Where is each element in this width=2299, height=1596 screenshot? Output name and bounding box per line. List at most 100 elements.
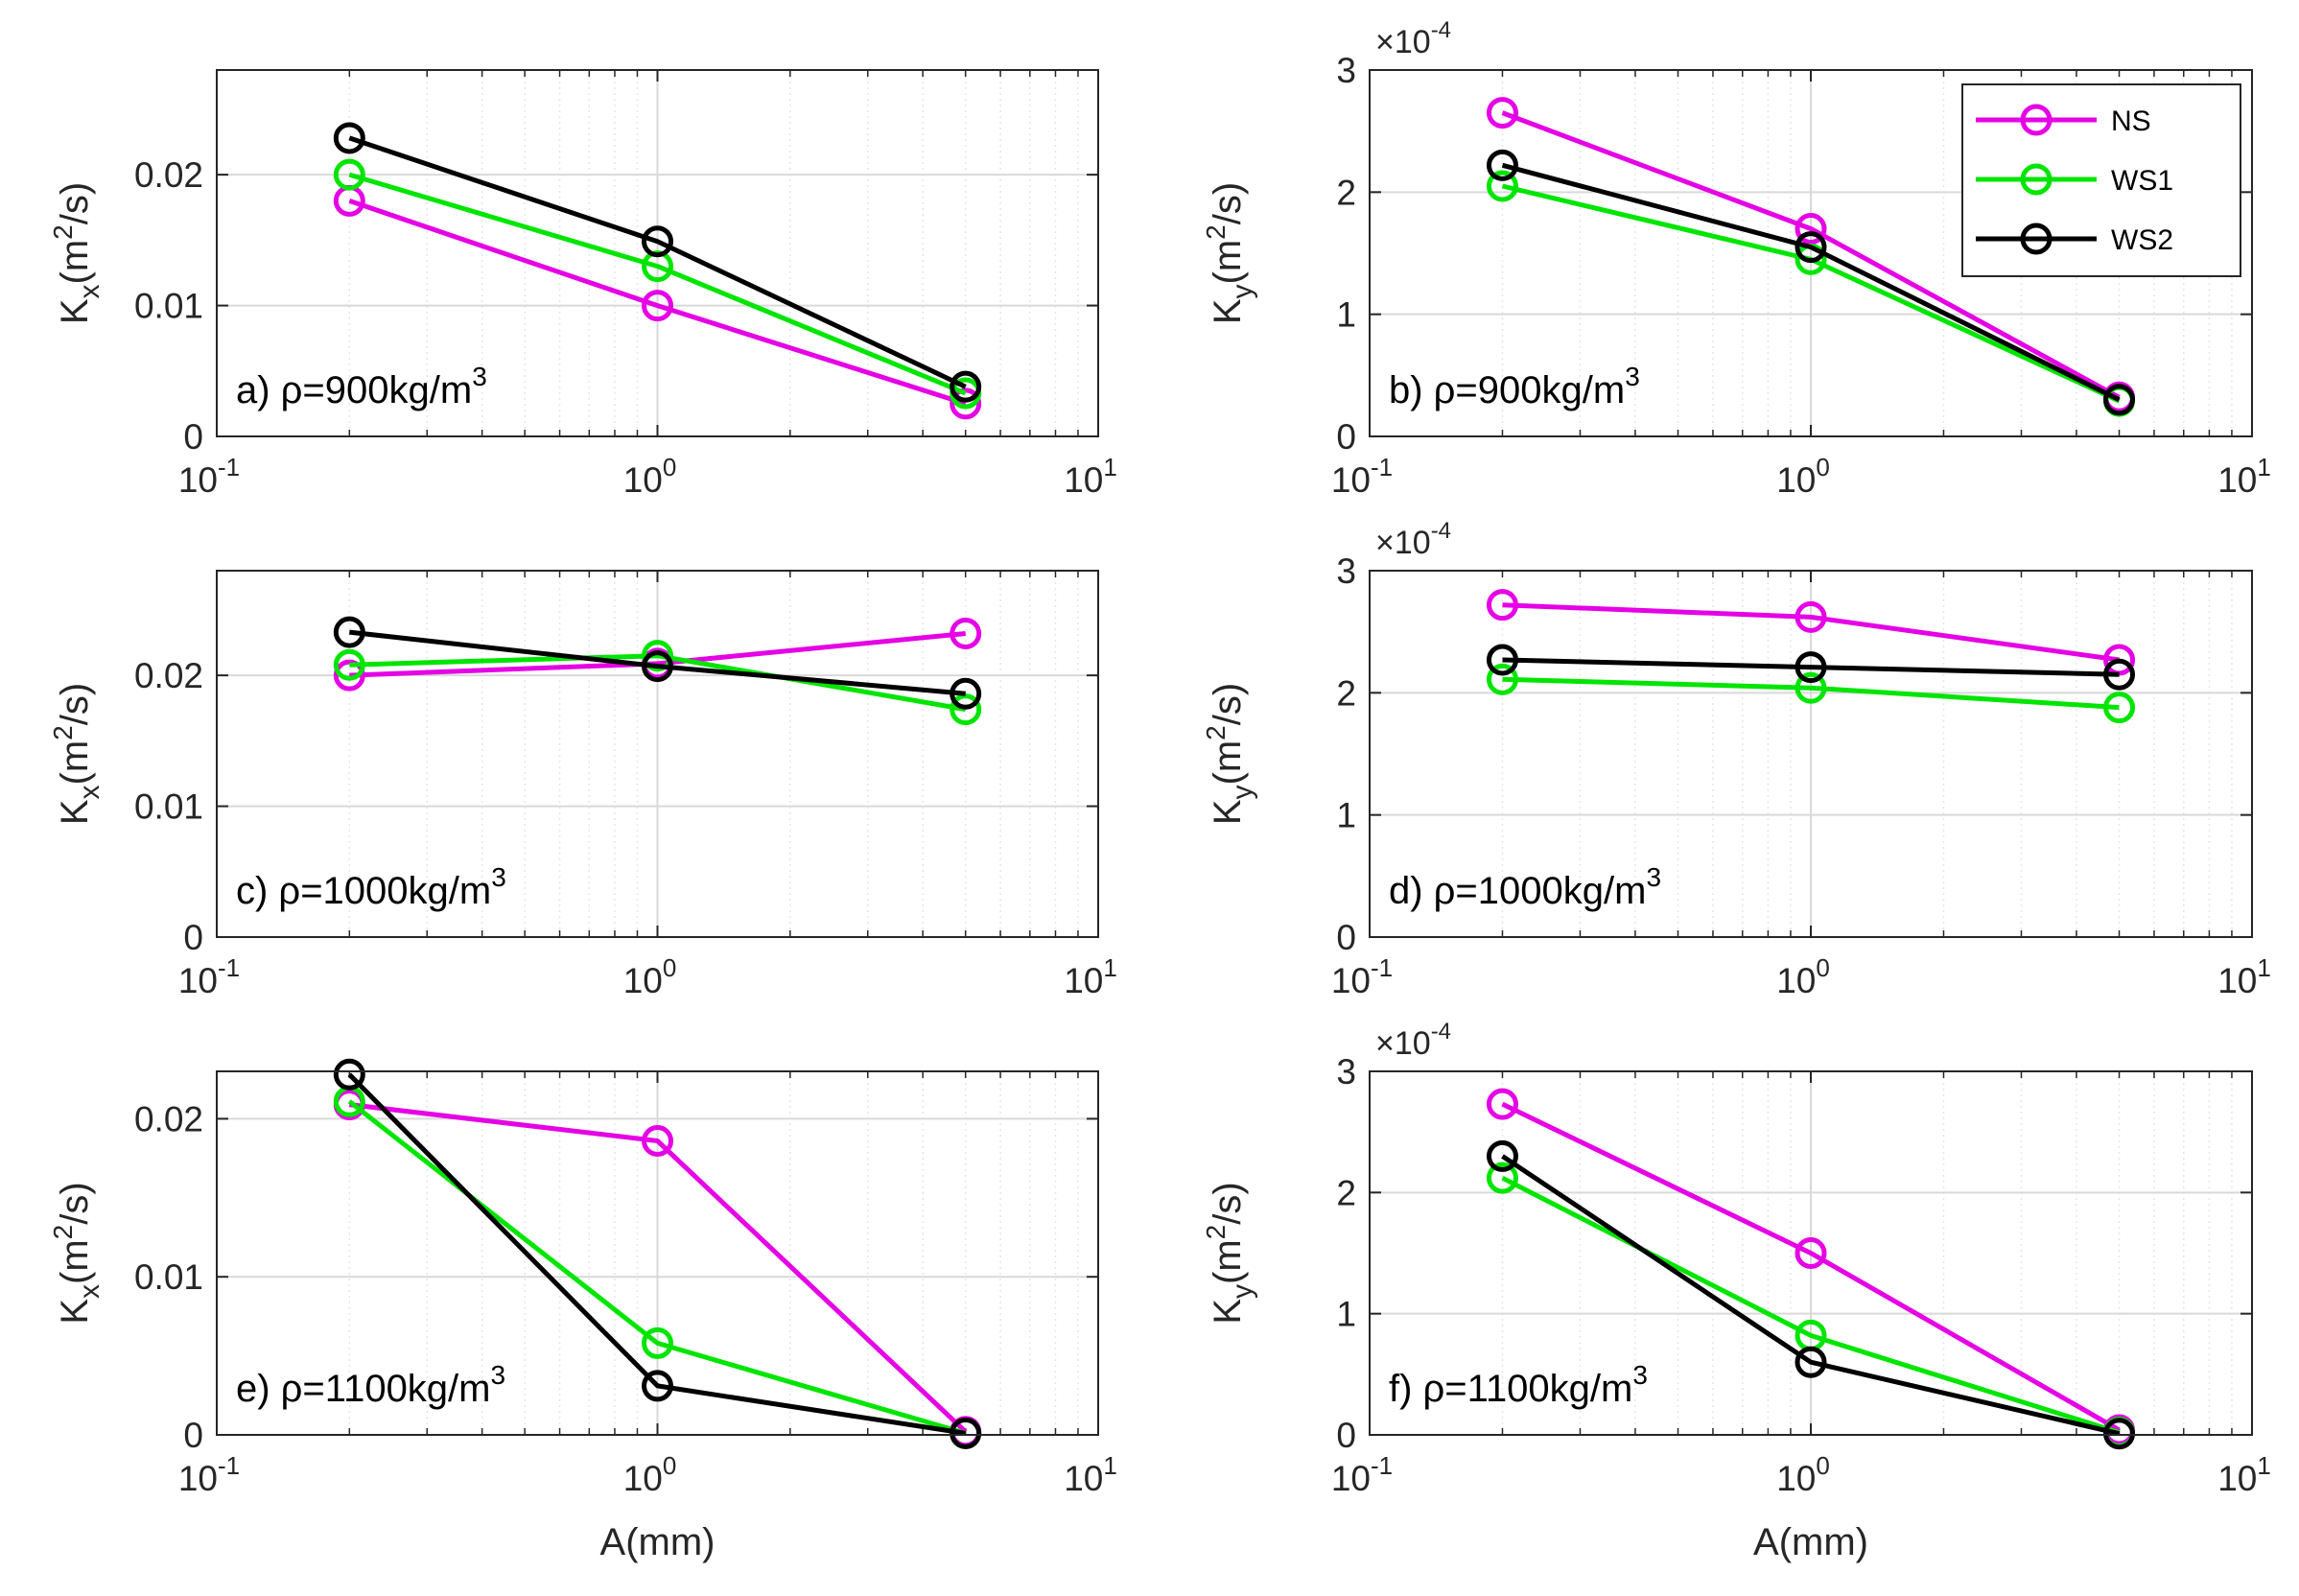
axes-box xyxy=(1369,69,2253,437)
y-tick-label: 0 xyxy=(1336,417,1356,457)
y-tick-label: 3 xyxy=(1336,51,1356,90)
data-point-ws2 xyxy=(642,650,673,683)
y-axis-label: Ky(m2/s) xyxy=(1201,182,1258,324)
data-point-ns xyxy=(1795,600,1827,633)
y-tick-label: 0.02 xyxy=(134,1099,203,1138)
y-axis-label-unit-tail: /s) xyxy=(54,182,96,224)
y-axis-label-unit: (m xyxy=(54,1239,96,1284)
x-tick-base: 10 xyxy=(2217,1459,2257,1498)
data-point-ws2 xyxy=(950,370,982,403)
y-multiplier-label: ×10-4 xyxy=(1375,518,1451,561)
y-axis-label-unit-tail: /s) xyxy=(54,683,96,725)
y-tick-label: 0.01 xyxy=(134,1257,203,1297)
y-axis-label-unit-exponent: 2 xyxy=(1201,725,1231,740)
x-tick-label: 100 xyxy=(1776,453,1830,500)
panel-label: a) ρ=900kg/m3 xyxy=(236,362,487,411)
x-tick-label: 101 xyxy=(2217,1451,2271,1498)
x-tick-base: 10 xyxy=(2217,460,2257,500)
legend-label-ns: NS xyxy=(2111,106,2151,137)
y-tick-label: 3 xyxy=(1336,552,1356,591)
panel-label-text: d) ρ=1000kg/m xyxy=(1389,870,1646,912)
y-axis-label-unit: (m xyxy=(1207,240,1249,285)
y-tick-label: 0 xyxy=(1336,918,1356,957)
series-line-ns xyxy=(1502,602,2120,663)
data-point-ns xyxy=(1795,1237,1827,1269)
x-axis-label: A(mm) xyxy=(1753,1521,1868,1563)
data-point-ws1 xyxy=(950,693,982,726)
data-point-ws1 xyxy=(2103,692,2136,724)
data-point-ws1 xyxy=(642,640,673,672)
x-tick-label: 10-1 xyxy=(178,453,240,500)
x-tick-label: 10-1 xyxy=(1331,953,1393,1000)
y-tick-label: 3 xyxy=(1336,1052,1356,1091)
panel-label: e) ρ=1100kg/m3 xyxy=(236,1360,505,1410)
data-point-ws2 xyxy=(2103,1418,2136,1450)
data-point-ns xyxy=(1795,213,1827,246)
data-point-ws2 xyxy=(642,225,673,258)
y-tick-label: 0 xyxy=(183,417,203,457)
y-multiplier-label: ×10-4 xyxy=(1375,1019,1451,1062)
series-line-ns xyxy=(1501,110,2121,400)
y-axis-label-unit-exponent: 2 xyxy=(1201,224,1231,240)
x-tick-label: 10-1 xyxy=(1331,1451,1393,1498)
series-line-ws1 xyxy=(347,1099,967,1436)
y-multiplier-label: ×10-4 xyxy=(1375,17,1451,60)
y-tick-label: 1 xyxy=(1336,796,1356,835)
axes-box xyxy=(1369,1070,2253,1436)
data-point-ns xyxy=(950,387,982,420)
panel-label-text: b) ρ=900kg/m xyxy=(1389,369,1625,411)
y-axis-label-base: K xyxy=(54,1299,96,1325)
y-axis-label-unit-exponent: 2 xyxy=(48,725,78,740)
panel-label-text: f) ρ=1100kg/m xyxy=(1389,1368,1632,1410)
x-tick-exponent: 0 xyxy=(663,953,676,982)
x-tick-base: 10 xyxy=(623,961,663,1000)
series-line-ws1 xyxy=(349,653,967,713)
x-tick-base: 10 xyxy=(1776,460,1816,500)
axes-box xyxy=(216,570,1099,938)
data-point-ws2 xyxy=(950,1417,982,1449)
data-point-ws1 xyxy=(333,648,365,681)
data-point-ws1 xyxy=(1486,170,1518,202)
y-axis-label-base: K xyxy=(54,799,96,825)
series-line-ws2 xyxy=(1501,162,2121,403)
data-point-ns xyxy=(950,617,982,649)
y-tick-label: 0 xyxy=(183,918,203,957)
y-axis-label-unit-tail: /s) xyxy=(1207,1182,1249,1224)
y-tick-label: 0.01 xyxy=(134,287,203,326)
data-point-ws2 xyxy=(1795,651,1827,684)
y-multiplier-exponent: -4 xyxy=(1431,518,1451,544)
panel-label-exponent: 3 xyxy=(1646,862,1661,892)
x-tick-label: 101 xyxy=(1064,1451,1117,1498)
series-line-ws2 xyxy=(1502,657,2120,677)
x-tick-base: 10 xyxy=(2217,961,2257,1000)
x-tick-label: 10-1 xyxy=(1331,453,1393,500)
x-tick-label: 100 xyxy=(623,953,677,1000)
y-tick-label: 0.02 xyxy=(134,656,203,695)
y-multiplier-exponent: -4 xyxy=(1431,1019,1451,1044)
y-axis-label-subscript: y xyxy=(1227,284,1258,298)
x-tick-base: 10 xyxy=(1064,460,1103,500)
data-point-ws2 xyxy=(1795,231,1827,264)
y-axis-label: Ky(m2/s) xyxy=(1201,1182,1258,1324)
y-tick-label: 0.02 xyxy=(134,155,203,195)
axes-box xyxy=(216,1070,1099,1436)
x-tick-exponent: 0 xyxy=(1816,1451,1829,1480)
y-axis-label-unit: (m xyxy=(54,240,96,285)
series-line-ns xyxy=(349,631,966,678)
data-point-ws2 xyxy=(950,677,982,710)
data-point-ns xyxy=(642,290,673,322)
data-point-ws1 xyxy=(1795,671,1827,704)
y-tick-label: 0 xyxy=(183,1416,203,1455)
legend-marker-ws1 xyxy=(2020,163,2053,196)
series-line-ws1 xyxy=(1502,676,2120,711)
y-axis-label-subscript: x xyxy=(74,284,106,298)
x-tick-base: 10 xyxy=(178,460,218,500)
y-tick-label: 0.01 xyxy=(134,787,203,827)
legend-marker-ns xyxy=(2020,104,2053,136)
data-point-ws2 xyxy=(1486,149,1518,181)
data-point-ws2 xyxy=(642,1370,673,1402)
series-line-ws2 xyxy=(348,135,967,389)
